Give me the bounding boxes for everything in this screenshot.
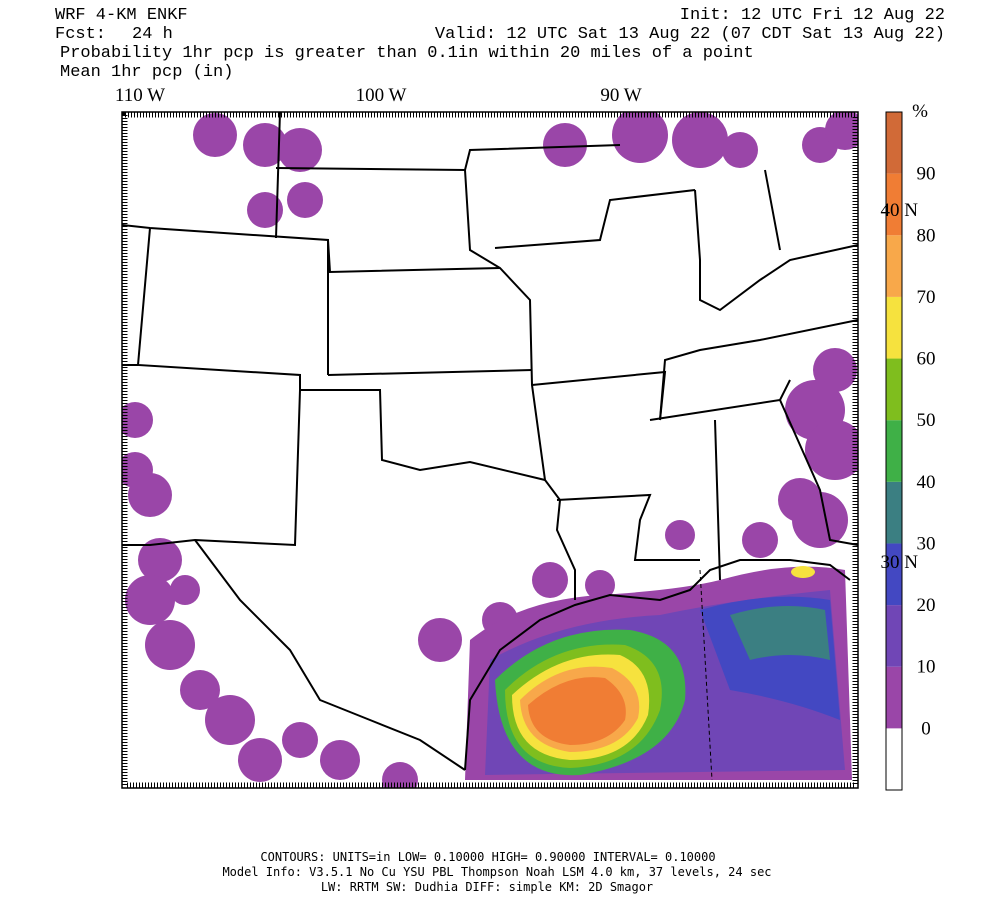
lon-label: 110 W <box>115 85 165 106</box>
init-time: Init: 12 UTC Fri 12 Aug 22 <box>680 6 945 25</box>
borders <box>122 112 858 781</box>
valid-time: Valid: 12 UTC Sat 13 Aug 22 (07 CDT Sat … <box>435 25 945 44</box>
colorbar-segment <box>886 173 902 236</box>
footer-physics: LW: RRTM SW: Dudhia DIFF: simple KM: 2D … <box>321 880 653 894</box>
colorbar-frame <box>885 111 903 791</box>
colorbar-segment <box>886 666 902 729</box>
colorbar-segment <box>886 358 902 421</box>
colorbar-label: 0 <box>921 718 931 739</box>
colorbar-segment <box>886 728 902 790</box>
colorbar-label: 60 <box>917 349 936 370</box>
orange-area <box>528 677 626 745</box>
colorbar-label: 50 <box>917 410 936 431</box>
footer-model-info: Model Info: V3.5.1 No Cu YSU PBL Thompso… <box>222 865 771 879</box>
colorbar-label: 40 <box>917 472 936 493</box>
colorbar: % 0 10 20 30 40 50 60 70 80 90 <box>885 101 936 791</box>
colorbar-label: 80 <box>917 225 936 246</box>
description: Probability 1hr pcp is greater than 0.1i… <box>60 44 754 63</box>
map-frame <box>121 111 859 789</box>
colorbar-segment <box>886 543 902 606</box>
colorbar-segment <box>886 481 902 544</box>
lat-label: 30 N <box>881 552 919 573</box>
colorbar-label: 70 <box>917 287 936 308</box>
colorbar-label: 30 <box>917 533 936 554</box>
colorbar-label: 10 <box>917 657 936 678</box>
colorbar-segment <box>886 605 902 667</box>
model-name: WRF 4-KM ENKF <box>55 6 188 25</box>
forecast-hour: 24 h <box>132 25 173 44</box>
footer-contours: CONTOURS: UNITS=in LOW= 0.10000 HIGH= 0.… <box>260 850 715 864</box>
colorbar-label: 20 <box>917 595 936 616</box>
lon-label: 100 W <box>356 85 407 106</box>
colorbar-segment <box>886 235 902 297</box>
map <box>121 111 859 789</box>
frame-ticks <box>122 112 858 788</box>
colorbar-unit: % <box>912 101 928 122</box>
forecast-label: Fcst: <box>55 25 106 44</box>
colorbar-segment <box>886 420 902 482</box>
lon-label: 90 W <box>600 85 641 106</box>
yellow-spot <box>791 566 815 578</box>
colorbar-label: 90 <box>917 164 936 185</box>
colorbar-segment <box>886 112 902 174</box>
colorbar-segment <box>886 296 902 359</box>
teal-area <box>730 606 830 660</box>
lat-label: 40 N <box>881 200 919 221</box>
field-name: Mean 1hr pcp (in) <box>60 63 233 82</box>
precip-field <box>122 112 858 788</box>
